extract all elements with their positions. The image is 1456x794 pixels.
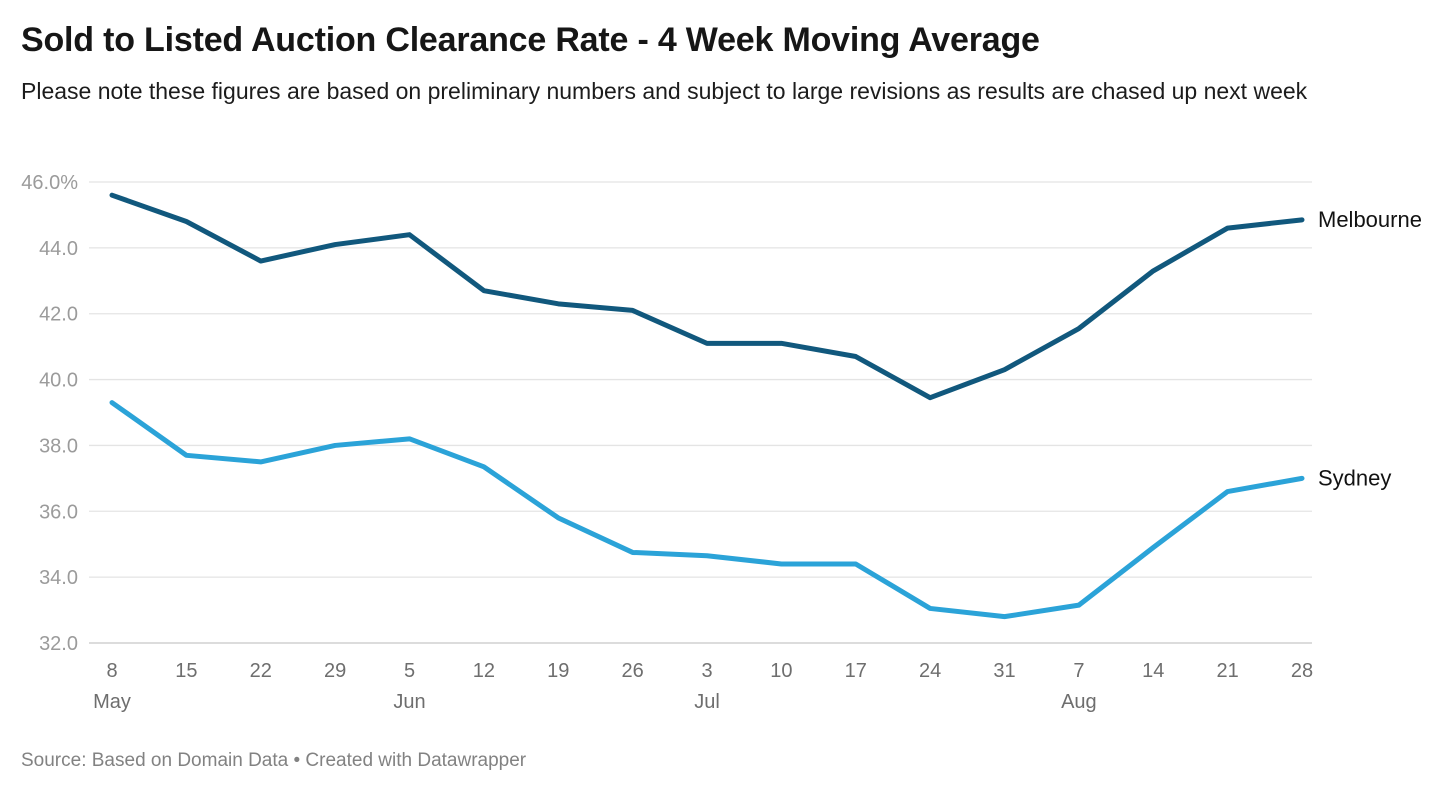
x-axis-label: 19 <box>547 660 569 682</box>
x-axis-label: 7 <box>1073 660 1084 682</box>
x-axis-label: 12 <box>473 660 495 682</box>
chart-header: Sold to Listed Auction Clearance Rate - … <box>0 0 1456 107</box>
x-axis-label: 29 <box>324 660 346 682</box>
x-axis-label: 14 <box>1142 660 1164 682</box>
x-month-label: May <box>93 691 131 713</box>
x-month-label: Jun <box>393 691 425 713</box>
chart-title: Sold to Listed Auction Clearance Rate - … <box>21 21 1040 59</box>
x-axis-label: 26 <box>622 660 644 682</box>
series-line-melbourne <box>109 192 1305 401</box>
y-axis-label: 36.0 <box>39 501 78 523</box>
x-axis-label: 28 <box>1291 660 1313 682</box>
y-axis-label: 46.0% <box>21 172 78 194</box>
x-axis-label: 10 <box>770 660 792 682</box>
line-chart-svg: 46.0% 44.0 42.0 40.0 38.0 36.0 34.0 32.0 8 15 22 29… <box>21 172 1422 713</box>
y-axis-label: 44.0 <box>39 238 78 260</box>
y-axis-label: 38.0 <box>39 435 78 457</box>
series-label-melbourne: Melbourne <box>1318 207 1422 232</box>
series-label-sydney: Sydney <box>1318 465 1391 490</box>
x-axis-label: 5 <box>404 660 415 682</box>
x-month-label: Jul <box>694 691 720 713</box>
x-axis-label: 22 <box>250 660 272 682</box>
x-axis-label: 3 <box>701 660 712 682</box>
y-axis-label: 32.0 <box>39 633 78 655</box>
source-line: Source: Based on Domain Data • Created w… <box>21 750 527 771</box>
y-axis-label: 42.0 <box>39 304 78 326</box>
x-axis-label: 17 <box>845 660 867 682</box>
chart-subtitle: Please note these figures are based on p… <box>21 77 1308 104</box>
x-axis-label: 8 <box>106 660 117 682</box>
y-axis-label: 34.0 <box>39 567 78 589</box>
x-month-label: Aug <box>1061 691 1097 713</box>
x-axis-label: 15 <box>175 660 197 682</box>
x-axis-label: 31 <box>993 660 1015 682</box>
y-axis-label: 40.0 <box>39 370 78 392</box>
x-axis-label: 21 <box>1217 660 1239 682</box>
x-axis-label: 24 <box>919 660 941 682</box>
line-chart: 46.0% 44.0 42.0 40.0 38.0 36.0 34.0 32.0 8 15 22 29… <box>0 160 1456 738</box>
series-line-sydney <box>109 400 1305 620</box>
